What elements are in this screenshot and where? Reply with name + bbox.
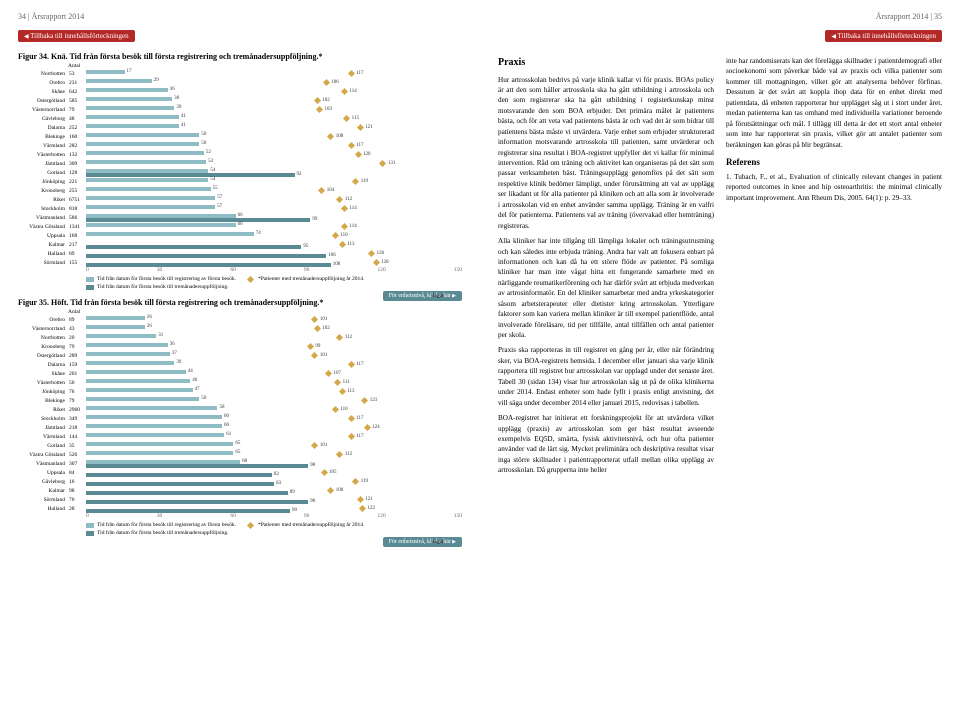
chart-row: Sörmland155108128 [18,258,462,267]
unit-level-button2[interactable]: För enhetsnivå, klicka här [383,537,462,547]
chart-row: Gotland1285492 [18,168,462,177]
praxis-p5: inte har randomiserats kan det förelägga… [726,56,942,150]
back-to-toc-button[interactable]: Tillbaka till innehållsförteckningen [18,30,135,42]
chart-row: Halland2890122 [18,504,462,513]
chart-row: Blekinge16050108 [18,132,462,141]
legend-bar1: Tid från datum för första besök till reg… [86,276,236,282]
chart-row: Jämtland30953131 [18,159,462,168]
chart-row: Örebro8926101 [18,315,462,324]
legend-bar2: Tid från datum för första besök till tre… [86,284,228,290]
legend2-bar2: Tid från datum för första besök till tre… [86,530,228,536]
unit-level-button[interactable]: För enhetsnivå, klicka här [383,291,462,301]
fig34-rows: Norrbotten5317117Örebro23129106Skåne6423… [18,69,462,267]
chart-row: Stockholm34960117 [18,414,462,423]
legend-diamond: *Patienter med tremånadersuppföljning år… [246,276,364,282]
chart-row: Riket296058110 [18,405,462,414]
chart-row: Västernorrland4326102 [18,324,462,333]
col-left: Praxis Hur artrosskolan bedrivs på varje… [498,56,714,481]
chart-row: Uppsala16874110 [18,231,462,240]
chart-row: Sörmland7098121 [18,495,462,504]
chart-row: Jönköping7647113 [18,387,462,396]
chart-row: Blekinge7950123 [18,396,462,405]
chart-row: Dalarna15939117 [18,360,462,369]
legend2-bar1: Tid från datum för första besök till reg… [86,522,236,528]
legend2-bar1-label: Tid från datum för första besök till reg… [97,522,236,528]
chart-row: Skåne20144107 [18,369,462,378]
legend-bar2-label: Tid från datum för första besök till tre… [97,284,228,290]
chart-row: Gävleborg4841115 [18,114,462,123]
chart-row: Västra Götaland134166114 [18,222,462,231]
chart-row: Örebro23129106 [18,78,462,87]
chart-row: Kalmar9889108 [18,486,462,495]
page-spread: 34 | Årsrapport 2014 Tillbaka till inneh… [0,0,960,701]
col-right: inte har randomiserats kan det förelägga… [726,56,942,481]
page-header-right: Årsrapport 2014 | 35 [498,12,942,21]
chart-row: Norrbotten5317117 [18,69,462,78]
legend2-bar2-label: Tid från datum för första besök till tre… [97,530,228,536]
reference-1: 1. Tubach, F., et al., Evaluation of cli… [726,172,942,203]
legend: Tid från datum för första besök till reg… [86,276,462,290]
chart-row: Västra Götaland52665112 [18,450,462,459]
fig34-chart: Antal Norrbotten5317117Örebro23129106Skå… [18,63,462,290]
legend2-diamond-label: *Patienter med tremånadersuppföljning år… [258,522,364,528]
fig35-rows: Örebro8926101Västernorrland4326102Norrbo… [18,315,462,513]
legend-diamond-label: *Patienter med tremånadersuppföljning år… [258,276,364,282]
fig34-axis: 0306090120150 [86,267,462,273]
praxis-heading: Praxis [498,56,714,71]
chart-row: Värmland28250117 [18,141,462,150]
chart-row: Västerbotten5046111 [18,378,462,387]
chart-row: Halland89106126 [18,249,462,258]
chart-row: Riket675157112 [18,195,462,204]
references-heading: Referens [726,156,942,169]
chart-row: Dalarna25241121 [18,123,462,132]
legend2: Tid från datum för första besök till reg… [86,522,462,536]
chart-row: Norrbotten2031112 [18,333,462,342]
chart-row: Jämtland21860124 [18,423,462,432]
chart-row: Östergötland58538102 [18,96,462,105]
chart-row: Uppsala8482105 [18,468,462,477]
chart-row: Kronoberg25555104 [18,186,462,195]
page-header-left: 34 | Årsrapport 2014 [18,12,462,21]
fig35-axis: 0306090120150 [86,513,462,519]
back-to-toc-button-right[interactable]: Tillbaka till innehållsförteckningen [825,30,942,42]
chart-row: Östergötland28937101 [18,351,462,360]
legend2-diamond: *Patienter med tremånadersuppföljning år… [246,522,364,528]
praxis-p4: BOA-registret har initierat ett forsknin… [498,413,714,476]
right-page: Årsrapport 2014 | 35 Tillbaka till inneh… [480,0,960,701]
left-page: 34 | Årsrapport 2014 Tillbaka till inneh… [0,0,480,701]
chart-row: Västernorrland7939103 [18,105,462,114]
fig34-title: Figur 34. Knä. Tid från första besök til… [18,52,462,61]
praxis-p2: Alla kliniker har inte tillgång till läm… [498,236,714,340]
chart-row: Kronoberg793699 [18,342,462,351]
praxis-p1: Hur artrosskolan bedrivs på varje klinik… [498,75,714,232]
chart-row: Gävleborg1683119 [18,477,462,486]
praxis-p3: Praxis ska rapporteras in till registret… [498,345,714,408]
chart-row: Västerbotten13252120 [18,150,462,159]
chart-row: Kalmar21795113 [18,240,462,249]
legend-bar1-label: Tid från datum för första besök till reg… [97,276,236,282]
fig35-chart: Antal Örebro8926101Västernorrland4326102… [18,309,462,536]
chart-row: Västmanland3076898 [18,459,462,468]
chart-row: Jönköping22154119 [18,177,462,186]
text-columns: Praxis Hur artrosskolan bedrivs på varje… [498,56,942,481]
chart-row: Skåne64236114 [18,87,462,96]
